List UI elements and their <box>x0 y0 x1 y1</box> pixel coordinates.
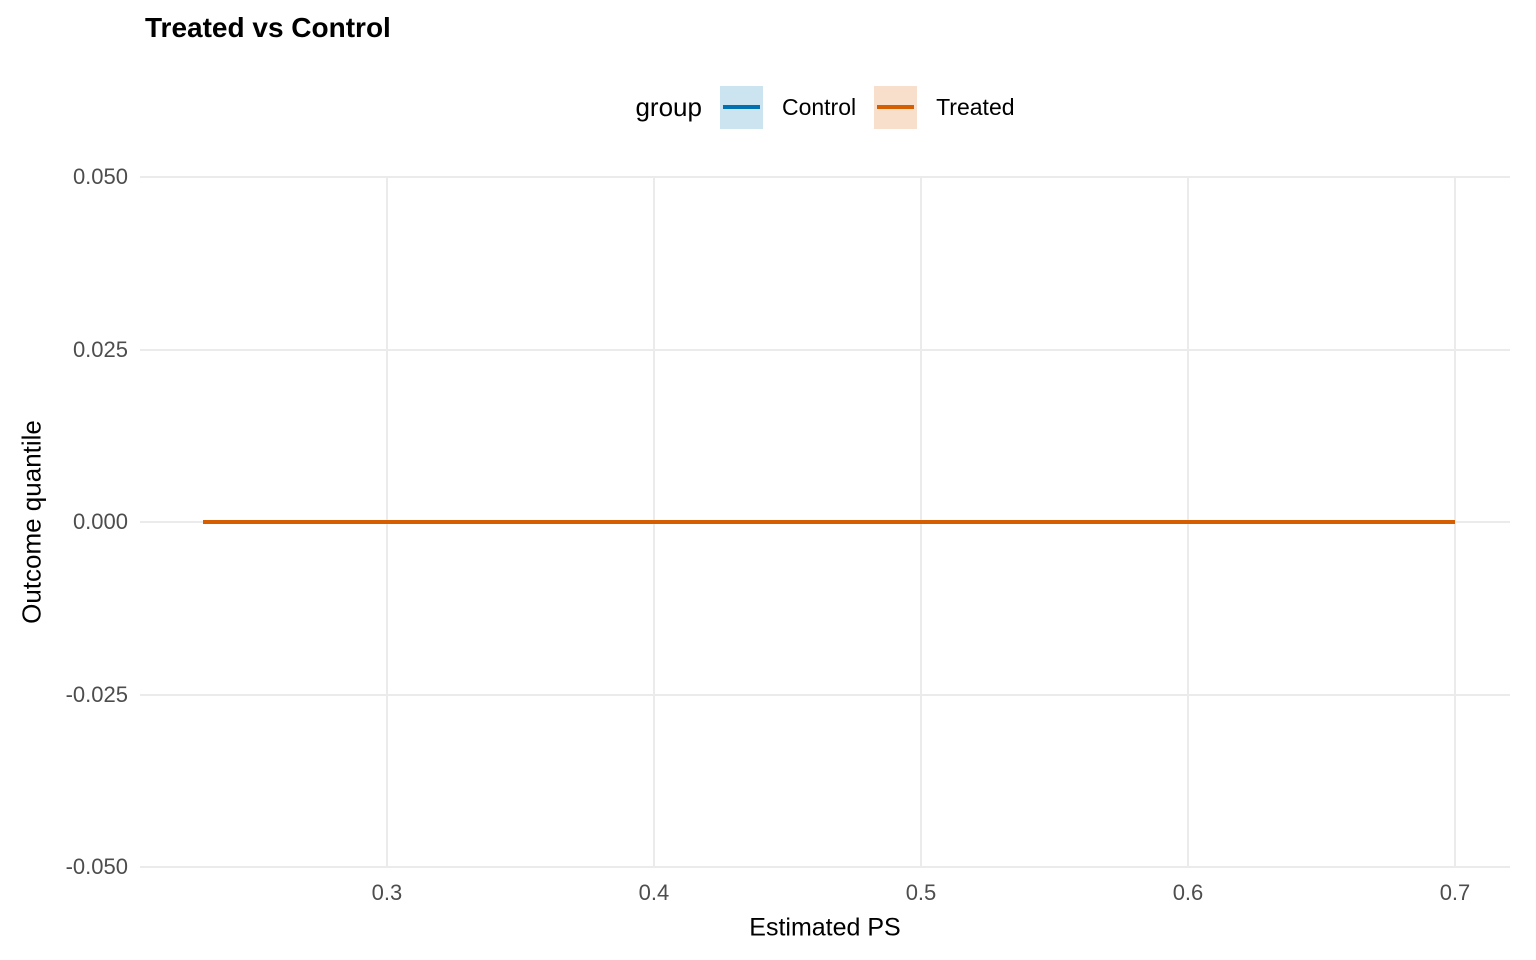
major-gridline-y <box>140 693 1510 696</box>
major-gridline-x <box>1453 177 1456 867</box>
plot-panel <box>140 176 1510 868</box>
chart-title: Treated vs Control <box>145 12 391 43</box>
y-tick-label: 0.050 <box>72 164 128 189</box>
x-tick-label: 0.3 <box>371 880 403 905</box>
major-gridline-y <box>140 348 1510 351</box>
legend-key-treated <box>874 85 918 129</box>
x-tick-label: 0.6 <box>1172 880 1204 905</box>
treated-line-swatch-icon <box>877 105 915 109</box>
y-tick-label: 0.025 <box>72 336 128 362</box>
legend-key-control <box>719 85 763 129</box>
x-tick-label: 0.4 <box>638 880 670 905</box>
major-gridline-y <box>140 866 1510 868</box>
legend-label-control: Control <box>781 93 857 120</box>
legend-item-control: Control <box>719 85 857 129</box>
legend-item-treated: Treated <box>874 85 1015 129</box>
series-line-treated <box>202 520 1455 524</box>
y-axis-title: Outcome quantile <box>16 420 47 624</box>
y-tick-label: 0.000 <box>72 509 128 534</box>
legend-label-treated: Treated <box>936 93 1015 120</box>
x-tick-label: 0.7 <box>1439 880 1471 905</box>
x-axis-title: Estimated PS <box>749 913 901 942</box>
x-tick-label: 0.5 <box>905 880 937 905</box>
legend-title: group <box>635 91 702 122</box>
major-gridline-y <box>140 176 1510 178</box>
legend: group Control Treated <box>140 84 1510 130</box>
control-line-swatch-icon <box>722 105 760 109</box>
y-tick-label: -0.050 <box>65 854 128 879</box>
y-tick-label: -0.025 <box>65 681 128 707</box>
